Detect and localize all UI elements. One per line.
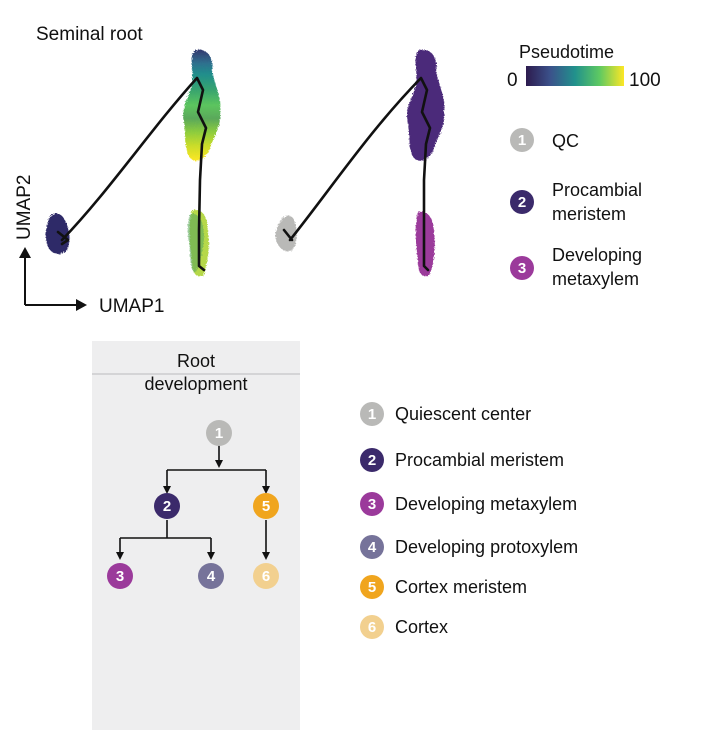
pseudotime-colorbar xyxy=(526,66,624,86)
cell-label-5: Cortex meristem xyxy=(395,577,528,597)
umap-pseudotime xyxy=(45,49,221,277)
tree-node-4: 4 xyxy=(198,563,224,589)
tree-node-2: 2 xyxy=(154,493,180,519)
cluster-label-3a: Developing xyxy=(552,245,643,265)
colorbar-max-label: 100 xyxy=(629,70,661,91)
lineage-tree xyxy=(116,445,270,560)
cell-badge-3: 3 xyxy=(360,492,384,516)
cluster-label-3b: metaxylem xyxy=(552,269,640,289)
tree-node-5: 5 xyxy=(253,493,279,519)
umap-clusters-trajectory xyxy=(282,76,432,272)
cell-badge-6: 6 xyxy=(360,615,384,639)
cell-badge-4: 4 xyxy=(360,535,384,559)
cell-badge-1: 1 xyxy=(360,402,384,426)
cell-label-2: Procambial meristem xyxy=(395,450,565,470)
panel-title: Root development xyxy=(92,350,300,396)
cluster-label-2b: meristem xyxy=(552,204,627,224)
plot-title: Seminal root xyxy=(36,24,143,45)
cluster-label-2a: Procambial xyxy=(552,180,643,200)
cluster-label-1: QC xyxy=(552,131,579,151)
x-axis-label: UMAP1 xyxy=(99,296,165,317)
y-axis-label: UMAP2 xyxy=(14,174,35,240)
panel-divider xyxy=(92,373,300,375)
cell-label-4: Developing protoxylem xyxy=(395,537,579,557)
cell-label-3: Developing metaxylem xyxy=(395,494,578,514)
cluster-badge-3: 3 xyxy=(510,256,534,280)
cluster-badge-1: 1 xyxy=(510,128,534,152)
cell-badge-2: 2 xyxy=(360,448,384,472)
cell-label-6: Cortex xyxy=(395,617,449,637)
tree-node-3: 3 xyxy=(107,563,133,589)
umap-clusters xyxy=(275,49,445,277)
umap-axes xyxy=(19,247,87,311)
cell-badge-5: 5 xyxy=(360,575,384,599)
colorbar-min-label: 0 xyxy=(507,70,518,91)
cluster-badge-2: 2 xyxy=(510,190,534,214)
cell-label-1: Quiescent center xyxy=(395,404,532,424)
panel-title-line-1: Root xyxy=(176,351,216,371)
colorbar-title: Pseudotime xyxy=(519,42,615,62)
panel-title-line-2: development xyxy=(144,374,248,394)
umap-plots xyxy=(19,49,624,311)
tree-node-6: 6 xyxy=(253,563,279,589)
umap-pseudotime-trajectory xyxy=(56,76,208,272)
tree-node-1: 1 xyxy=(206,420,232,446)
